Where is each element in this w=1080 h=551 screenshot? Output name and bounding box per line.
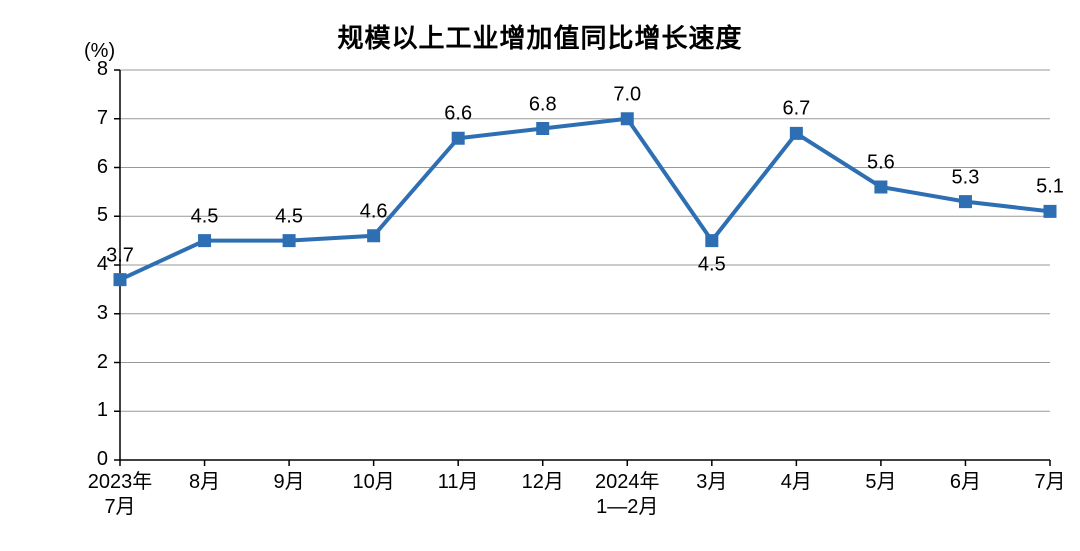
y-tick-label: 6 (97, 156, 108, 179)
x-tick-label: 7月 (1000, 470, 1080, 495)
data-point-label: 5.6 (867, 152, 895, 175)
y-tick-label: 7 (97, 107, 108, 130)
data-point-label: 6.8 (529, 93, 557, 116)
chart-container: 规模以上工业增加值同比增长速度 (%) 0123456782023年 7月8月9… (0, 0, 1080, 551)
y-tick-label: 2 (97, 351, 108, 374)
y-tick-label: 1 (97, 399, 108, 422)
y-tick-label: 8 (97, 58, 108, 81)
data-point-label: 4.5 (698, 253, 726, 276)
data-point-label: 4.5 (191, 205, 219, 228)
y-tick-label: 5 (97, 204, 108, 227)
y-tick-label: 0 (97, 448, 108, 471)
data-point-label: 4.6 (360, 200, 388, 223)
data-point-label: 6.7 (782, 98, 810, 121)
data-point-label: 7.0 (613, 83, 641, 106)
data-point-label: 4.5 (275, 205, 303, 228)
line-chart-svg (0, 0, 1080, 551)
data-point-label: 3.7 (106, 244, 134, 267)
data-point-label: 5.1 (1036, 176, 1064, 199)
data-point-label: 6.6 (444, 103, 472, 126)
y-tick-label: 3 (97, 302, 108, 325)
data-point-label: 5.3 (952, 166, 980, 189)
